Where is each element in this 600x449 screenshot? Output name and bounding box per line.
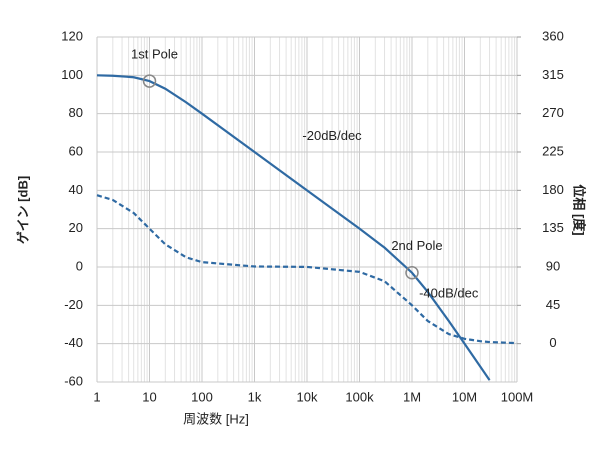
y2-tick-label: 315	[542, 67, 564, 82]
x-tick-label: 10M	[452, 389, 477, 404]
y-tick-label: -60	[64, 373, 83, 388]
y2-tick-label: 135	[542, 220, 564, 235]
y-tick-label: 60	[69, 143, 83, 158]
x-axis-label: 周波数 [Hz]	[183, 411, 249, 426]
y2-tick-label: 45	[546, 297, 560, 312]
x-tick-label: 100M	[501, 389, 534, 404]
y-tick-label: 0	[76, 258, 83, 273]
y2-tick-label: 180	[542, 182, 564, 197]
y-tick-label: 40	[69, 182, 83, 197]
y-tick-label: 100	[61, 67, 83, 82]
x-tick-label: 10k	[297, 389, 318, 404]
y-tick-label: 20	[69, 220, 83, 235]
annotation-text: 1st Pole	[131, 47, 178, 62]
y2-tick-label: 0	[549, 335, 556, 350]
data-line	[96, 194, 518, 345]
y2-tick-label: 270	[542, 105, 564, 120]
x-tick-label: 1M	[403, 389, 421, 404]
y-axis-label: ゲイン [dB]	[15, 176, 30, 244]
annotation-text: 2nd Pole	[391, 238, 442, 253]
x-tick-label: 1	[93, 389, 100, 404]
y-tick-label: -20	[64, 297, 83, 312]
x-tick-label: 1k	[248, 389, 262, 404]
y-tick-label: 120	[61, 28, 83, 43]
y-tick-label: -40	[64, 335, 83, 350]
y2-tick-label: 90	[546, 258, 560, 273]
annotation-marker	[405, 266, 419, 280]
annotation-marker	[142, 74, 157, 88]
y2-axis-label: 位相 [度]	[572, 184, 587, 235]
y2-tick-label: 225	[542, 143, 564, 158]
x-tick-label: 10	[142, 389, 156, 404]
y-tick-label: 80	[69, 105, 83, 120]
x-tick-label: 100k	[345, 389, 374, 404]
annotation-text: -20dB/dec	[302, 128, 362, 143]
x-tick-label: 100	[191, 389, 213, 404]
y2-tick-label: 360	[542, 28, 564, 43]
data-line	[96, 74, 491, 381]
annotation-text: -40dB/dec	[419, 285, 479, 300]
